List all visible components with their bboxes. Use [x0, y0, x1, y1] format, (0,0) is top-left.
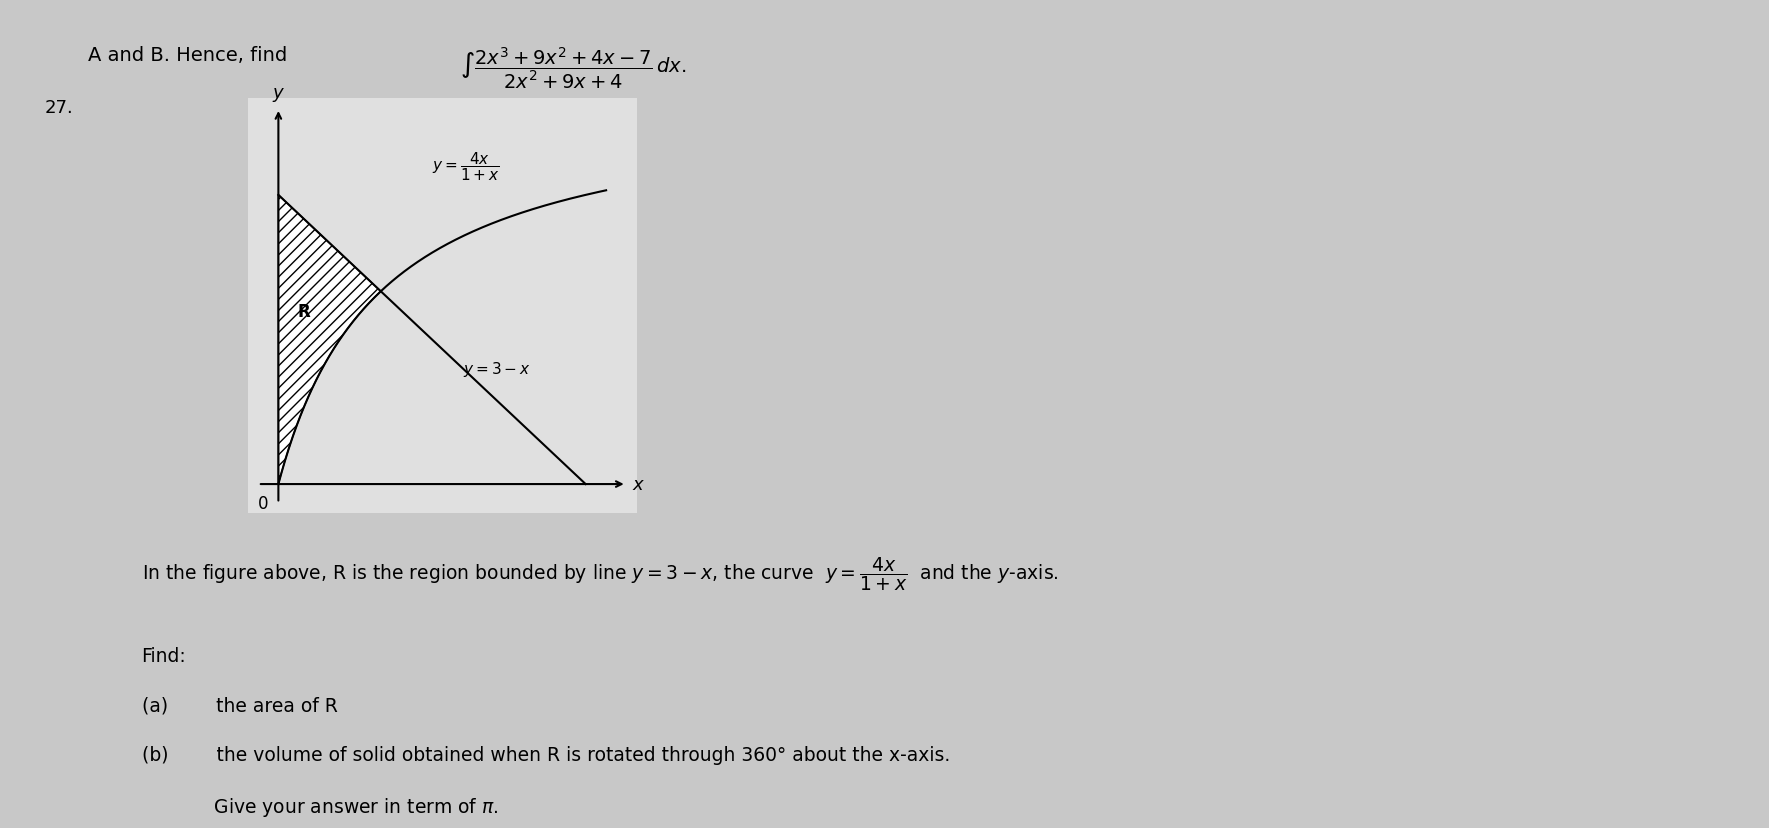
Text: $0$: $0$ — [257, 495, 269, 513]
Text: $y$: $y$ — [272, 86, 285, 104]
Text: In the figure above, R is the region bounded by line $y=3-x$, the curve  $y=\dfr: In the figure above, R is the region bou… — [142, 555, 1058, 593]
Text: (b)        the volume of solid obtained when R is rotated through 360° about the: (b) the volume of solid obtained when R … — [142, 745, 950, 764]
Text: (a)        the area of R: (a) the area of R — [142, 696, 338, 715]
Text: R: R — [297, 302, 310, 320]
Text: $y=3-x$: $y=3-x$ — [463, 359, 531, 378]
Text: A and B. Hence, find: A and B. Hence, find — [88, 46, 288, 65]
Text: $x$: $x$ — [632, 475, 646, 493]
Text: $y=\dfrac{4x}{1+x}$: $y=\dfrac{4x}{1+x}$ — [432, 151, 499, 183]
Text: 27.: 27. — [44, 99, 73, 118]
Text: Find:: Find: — [142, 646, 186, 665]
Text: Give your answer in term of $\pi$.: Give your answer in term of $\pi$. — [142, 795, 499, 818]
Text: $\int \dfrac{2x^3+9x^2+4x-7}{2x^2+9x+4}\, dx$.: $\int \dfrac{2x^3+9x^2+4x-7}{2x^2+9x+4}\… — [460, 46, 686, 91]
Polygon shape — [278, 195, 380, 484]
